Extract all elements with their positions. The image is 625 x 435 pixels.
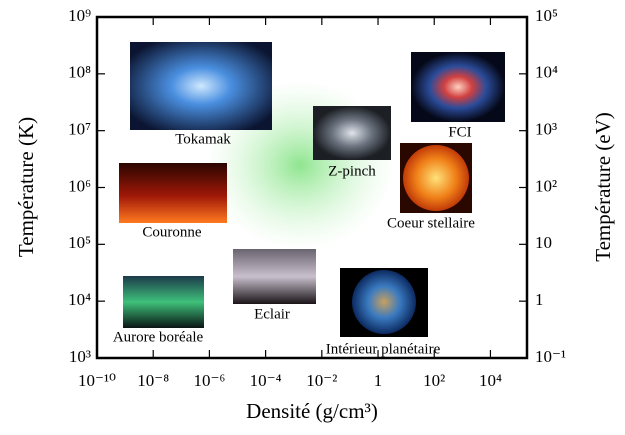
x-axis-title: Densité (g/cm³)	[246, 399, 378, 423]
image	[233, 249, 316, 304]
image	[352, 270, 416, 334]
y-tick-label: 10⁴	[68, 290, 91, 309]
images	[119, 42, 505, 337]
y-tick-label: 10⁵	[68, 233, 91, 252]
region-label: Aurore boréale	[113, 329, 204, 345]
x-tick-label: 10⁻¹⁰	[78, 371, 116, 390]
region-label: Coeur stellaire	[387, 215, 475, 231]
y-tick-label: 10⁹	[68, 6, 91, 25]
y2-tick-label: 10	[535, 233, 552, 252]
y2-tick-label: 10⁴	[535, 63, 558, 82]
y-tick-label: 10⁶	[68, 176, 91, 195]
region-label: FCI	[448, 124, 471, 140]
x-tick-label: 1	[374, 371, 383, 390]
x-tick-label: 10⁻²	[306, 371, 337, 390]
x-tick-label: 10⁻⁶	[193, 371, 225, 390]
y-tick-label: 10⁷	[68, 120, 91, 139]
image	[123, 276, 204, 328]
y-axis-title: Température (K)	[14, 117, 38, 257]
x-tick-label: 10²	[423, 371, 445, 390]
x-tick-label: 10⁴	[479, 371, 502, 390]
region-label: Eclair	[254, 306, 290, 322]
y-tick-label: 10³	[69, 347, 91, 366]
y2-tick-label: 10³	[535, 120, 557, 139]
y2-tick-label: 10²	[535, 176, 557, 195]
x-tick-label: 10⁻⁴	[250, 371, 282, 390]
region-label: Tokamak	[175, 131, 231, 147]
y2-tick-label: 10⁵	[535, 6, 558, 25]
y-tick-label: 10⁸	[68, 63, 91, 82]
y2-tick-label: 10⁻¹	[535, 347, 566, 366]
image	[130, 42, 272, 130]
region-label: Couronne	[142, 224, 202, 240]
y2-axis-title: Température (eV)	[591, 112, 615, 262]
image	[313, 106, 391, 160]
y2-tick-label: 1	[535, 290, 544, 309]
image	[411, 52, 505, 122]
region-label: Z-pinch	[328, 163, 376, 179]
region-label: Intérieur planétaire	[326, 341, 441, 357]
x-tick-label: 10⁻⁸	[137, 371, 169, 390]
image	[119, 163, 227, 223]
image	[403, 145, 469, 211]
